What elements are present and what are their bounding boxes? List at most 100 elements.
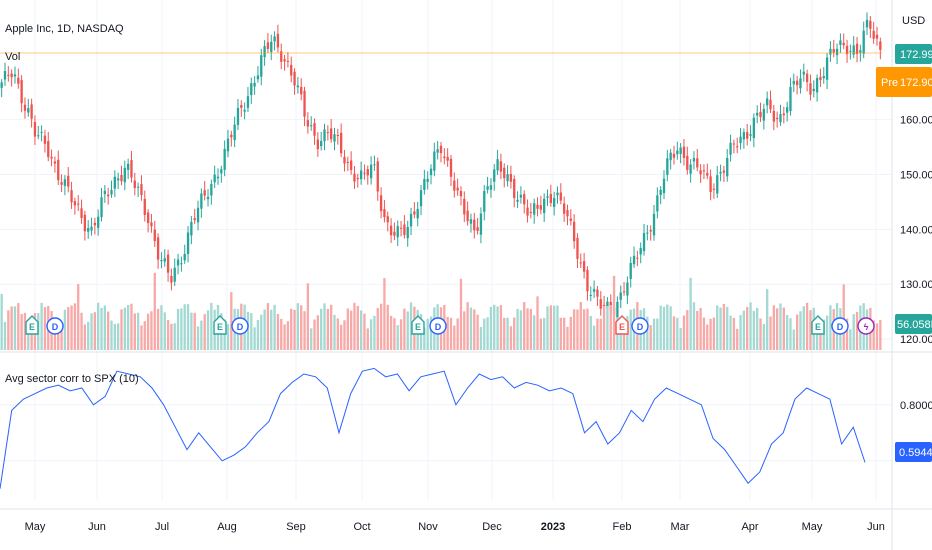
candle-body <box>126 163 130 170</box>
candle-body <box>622 291 626 293</box>
volume-bar <box>53 321 57 350</box>
price-axis[interactable]: 160.00 150.00 140.00 130.00 120.00 0.8000 <box>900 115 932 412</box>
candle-body <box>116 178 120 181</box>
volume-bar <box>429 316 433 350</box>
candle-body <box>436 149 439 153</box>
dividend-marker[interactable]: D <box>46 317 64 335</box>
candle-body <box>852 45 855 55</box>
svg-text:D: D <box>435 322 442 332</box>
candle-body <box>280 51 283 62</box>
candle-body <box>150 222 153 227</box>
symbol-title[interactable]: Apple Inc, 1D, NASDAQ <box>5 23 124 35</box>
earnings-marker[interactable]: E <box>615 315 629 335</box>
candle-body <box>669 152 672 161</box>
candle-body <box>426 178 429 182</box>
volume-bar <box>107 311 110 350</box>
volume-bar <box>549 305 552 350</box>
volume-bar <box>699 308 702 350</box>
dividend-marker[interactable]: D <box>831 317 849 335</box>
volume-bar <box>176 309 180 350</box>
candle-body <box>706 172 709 176</box>
time-tick-label: Oct <box>353 521 370 533</box>
candle-body <box>253 82 256 87</box>
volume-bar <box>409 302 413 350</box>
earnings-marker[interactable]: E <box>411 315 425 335</box>
volume-bar <box>669 306 672 350</box>
volume-bar <box>23 312 27 350</box>
volume-bar <box>789 318 792 350</box>
volume-bar <box>80 312 83 350</box>
candle-body <box>336 134 339 137</box>
earnings-marker[interactable]: E <box>213 315 227 335</box>
indicator-title[interactable]: Avg sector corr to SPX (10) <box>5 373 139 385</box>
candle-body <box>439 145 443 154</box>
volume-bar <box>769 316 772 350</box>
candle-body <box>572 221 576 242</box>
dividend-marker[interactable]: D <box>429 317 447 335</box>
dividend-marker[interactable]: D <box>231 317 249 335</box>
earnings-marker[interactable]: E <box>25 315 39 335</box>
volume-bar <box>559 317 562 350</box>
candle-body <box>359 170 363 180</box>
candle-body <box>479 213 483 235</box>
dividend-marker[interactable]: D <box>631 317 649 335</box>
volume-bar <box>226 324 230 350</box>
volume-bar <box>293 309 296 350</box>
candle-body <box>539 205 543 210</box>
candle-body <box>43 135 47 144</box>
candle-body <box>712 188 716 190</box>
candle-body <box>616 301 619 319</box>
volume-bar <box>662 306 666 350</box>
earnings-marker[interactable]: E <box>811 315 825 335</box>
candle-body <box>120 175 123 182</box>
volume-bar <box>569 316 572 350</box>
candle-body <box>463 198 466 215</box>
last-price-value: 172.99 <box>900 49 932 61</box>
volume-bar <box>476 314 479 350</box>
candle-body <box>825 57 829 80</box>
candle-body <box>376 161 379 192</box>
volume-value: 56.058M <box>897 319 932 331</box>
candle-body <box>130 160 133 178</box>
candle-body <box>313 123 316 136</box>
candle-body <box>719 172 722 174</box>
candle-body <box>190 221 193 236</box>
volume-bar <box>123 307 126 350</box>
volume-bar <box>852 314 855 350</box>
svg-text:E: E <box>217 322 223 332</box>
candle-body <box>353 173 356 182</box>
volume-bar <box>493 304 496 350</box>
candle-body <box>679 147 682 155</box>
candle-body <box>686 155 689 170</box>
candle-body <box>845 45 849 55</box>
candle-body <box>419 190 423 207</box>
candle-body <box>519 194 523 198</box>
volume-label[interactable]: Vol <box>5 51 20 63</box>
candle-body <box>203 190 206 196</box>
volume-bar <box>406 311 409 350</box>
time-axis[interactable]: May Jun Jul Aug Sep Oct Nov Dec 2023 Feb Mar Apr May… <box>25 521 885 533</box>
candle-body <box>389 225 393 236</box>
volume-bar <box>393 318 396 350</box>
volume-bar <box>782 307 785 350</box>
candle-body <box>146 212 150 224</box>
volume-bar <box>256 320 260 350</box>
volume-bar <box>466 302 469 350</box>
volume-bar <box>592 325 596 350</box>
candle-body <box>696 158 699 168</box>
candle-body <box>576 237 579 259</box>
volume-bar <box>283 324 286 350</box>
price-tick-label: 140.00 <box>900 224 932 236</box>
volume-bar <box>273 304 276 350</box>
volume-bar <box>586 308 589 350</box>
split-marker[interactable]: ϟ <box>857 317 875 335</box>
volume-bar <box>469 307 473 350</box>
volume-bar <box>689 277 692 350</box>
last-price-tag: 172.99 <box>895 44 932 64</box>
volume-bar <box>872 320 875 350</box>
volume-bar <box>599 318 602 350</box>
candle-body <box>310 125 313 127</box>
volume-bar <box>679 328 682 350</box>
volume-bar <box>486 317 489 350</box>
